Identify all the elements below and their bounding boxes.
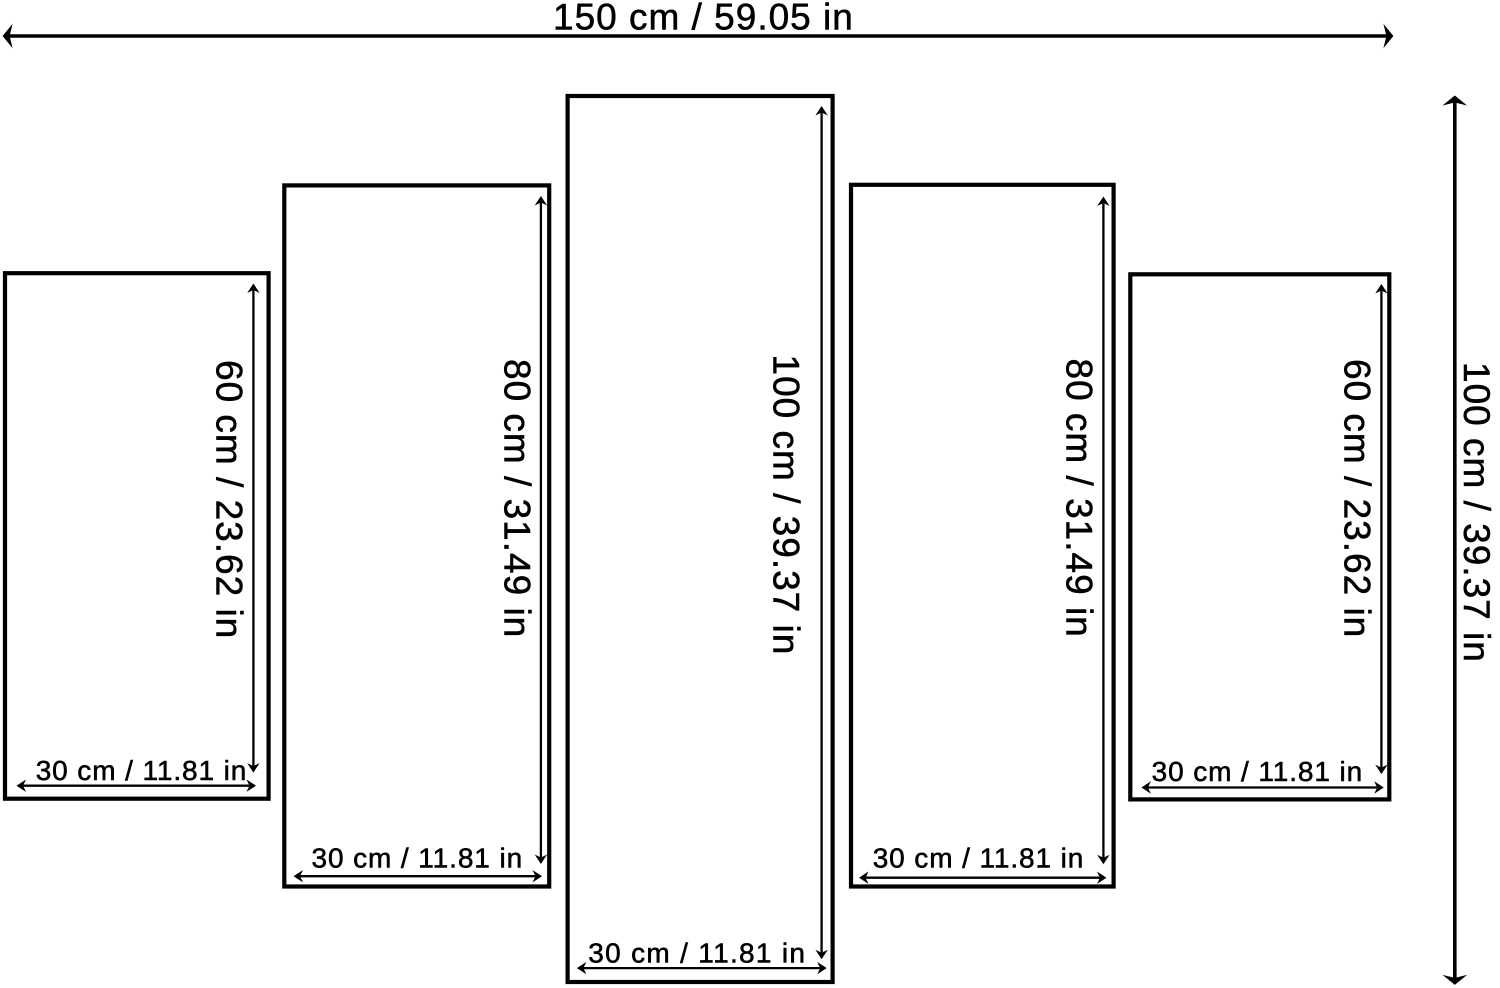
svg-text:30 cm / 11.81 in: 30 cm / 11.81 in — [312, 843, 524, 874]
svg-text:30 cm / 11.81 in: 30 cm / 11.81 in — [1152, 756, 1364, 787]
svg-text:60 cm / 23.62 in: 60 cm / 23.62 in — [1337, 359, 1378, 638]
svg-text:80 cm / 31.49 in: 80 cm / 31.49 in — [1058, 359, 1099, 638]
svg-text:30 cm / 11.81 in: 30 cm / 11.81 in — [588, 937, 806, 968]
svg-text:80 cm / 31.49 in: 80 cm / 31.49 in — [496, 359, 537, 638]
svg-text:150 cm / 59.05 in: 150 cm / 59.05 in — [553, 0, 854, 38]
svg-text:100 cm / 39.37 in: 100 cm / 39.37 in — [766, 355, 807, 656]
svg-text:100 cm / 39.37 in: 100 cm / 39.37 in — [1456, 362, 1497, 663]
svg-text:30 cm / 11.81 in: 30 cm / 11.81 in — [873, 843, 1085, 874]
svg-text:30 cm / 11.81 in: 30 cm / 11.81 in — [36, 755, 248, 786]
svg-text:60 cm / 23.62 in: 60 cm / 23.62 in — [209, 360, 250, 639]
